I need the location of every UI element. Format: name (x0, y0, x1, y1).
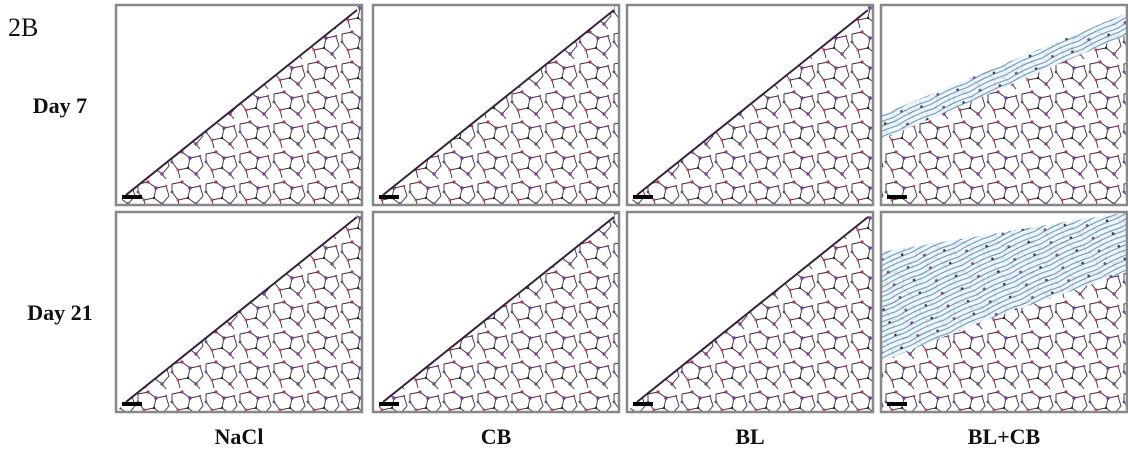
micrograph (114, 210, 364, 414)
micrograph (625, 3, 875, 207)
empty-space (373, 212, 614, 412)
column-label: CB (481, 424, 512, 449)
empty-space (116, 212, 357, 412)
micrograph (879, 210, 1128, 414)
micrograph (625, 210, 875, 414)
micrograph (371, 210, 621, 414)
row-label: Day 7 (33, 93, 87, 118)
panel-border (114, 210, 364, 414)
fibrosis (881, 212, 1127, 362)
panel-border (625, 210, 875, 414)
micrograph (114, 3, 364, 207)
empty-space (881, 5, 1127, 115)
panel-label: 2B (8, 13, 38, 42)
column-label: BL (735, 424, 764, 449)
column-label: NaCl (215, 424, 264, 449)
panel-border (114, 3, 364, 207)
panel-border (879, 3, 1128, 207)
panel-border (371, 3, 621, 207)
fibrosis (881, 13, 1127, 140)
micrograph (371, 3, 621, 207)
empty-space (373, 5, 614, 205)
empty-space (116, 5, 357, 205)
pleura-edge (636, 9, 869, 196)
micrograph (879, 3, 1128, 207)
pleura-edge (125, 216, 358, 403)
pleura-edge (382, 216, 615, 403)
panel-border (371, 210, 621, 414)
empty-space (627, 5, 868, 205)
row-label: Day 21 (27, 300, 92, 325)
pleura-edge (125, 9, 358, 196)
panel-border (625, 3, 875, 207)
column-label: BL+CB (968, 424, 1041, 449)
panel-border (879, 210, 1128, 414)
pleura-edge (636, 216, 869, 403)
pleura-edge (382, 9, 615, 196)
empty-space (627, 212, 868, 412)
